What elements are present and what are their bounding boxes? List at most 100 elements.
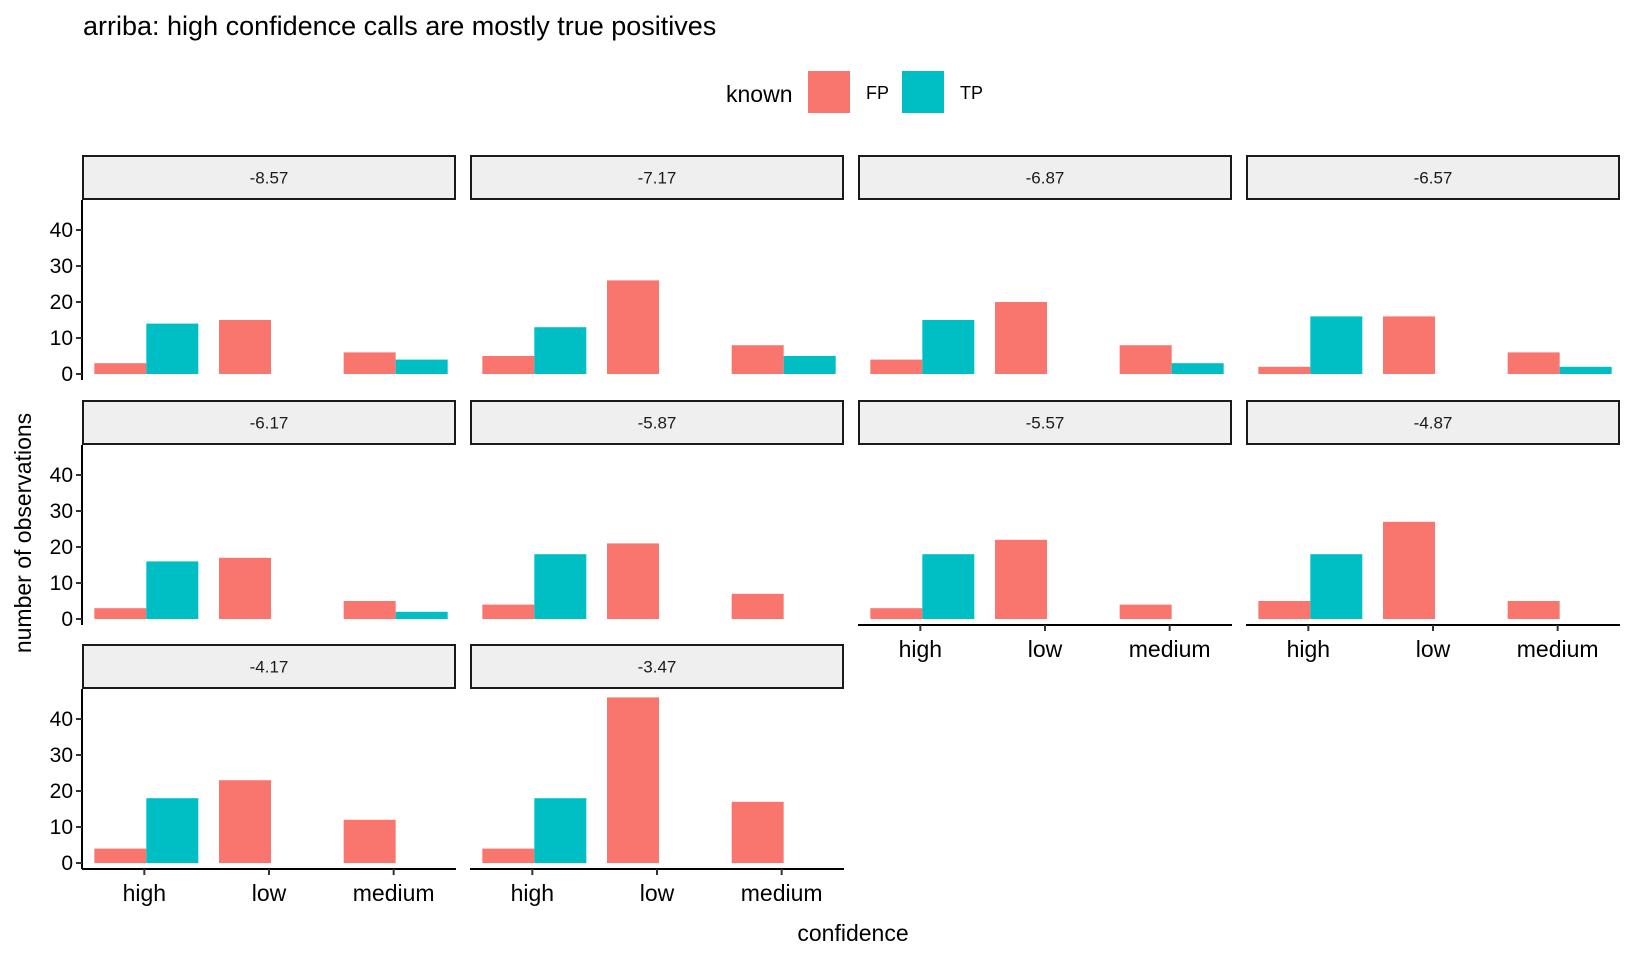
bar-tp-high — [146, 323, 199, 374]
legend: known FP TP — [726, 71, 983, 113]
facet-strip-label: -4.17 — [250, 658, 289, 677]
x-tick-label: low — [1028, 636, 1063, 662]
bar-tp-high — [534, 327, 587, 374]
bar-fp-high — [482, 604, 535, 619]
facet-panel: -6.17 0 10 20 30 40 — [50, 400, 456, 631]
bar-fp-medium — [1119, 345, 1172, 374]
facet-strip — [82, 644, 456, 689]
facet-panel: -4.87 high low medium — [1246, 400, 1620, 662]
bar-fp-high — [870, 359, 923, 374]
bar-fp-medium — [731, 345, 784, 374]
facet-panel: -4.17 0 10 20 30 40 high low medium — [50, 644, 456, 906]
y-tick-label: 30 — [50, 500, 73, 523]
bar-tp-high — [146, 798, 199, 863]
bar-fp-high — [94, 848, 147, 863]
bar-fp-high — [1258, 366, 1311, 374]
x-tick-label: low — [1416, 636, 1451, 662]
bar-tp-high — [146, 561, 199, 619]
bar-fp-high — [94, 608, 147, 619]
y-axis-title: number of observations — [10, 413, 36, 653]
x-tick-label: low — [640, 880, 675, 906]
y-tick-label: 20 — [50, 291, 73, 314]
x-tick-label: high — [511, 880, 554, 906]
facet-strip — [82, 400, 456, 445]
bar-fp-high — [482, 356, 535, 374]
bar-fp-high — [94, 363, 147, 374]
y-tick-label: 40 — [50, 219, 73, 242]
facet-panels: -8.57 0 10 20 30 40 -7.17 -6.87 -6.57 -6.17 0 10 20 3… — [50, 155, 1620, 906]
x-axis-title: confidence — [797, 920, 908, 946]
facet-panel: -6.57 — [1246, 155, 1620, 374]
bar-fp-medium — [343, 819, 396, 863]
bar-fp-low — [219, 320, 271, 374]
x-tick-label: low — [252, 880, 287, 906]
y-tick-label: 30 — [50, 744, 73, 767]
bar-tp-medium — [1171, 363, 1224, 374]
facet-strip-label: -7.17 — [638, 169, 677, 188]
facet-strip-label: -3.47 — [638, 658, 677, 677]
bar-tp-high — [922, 320, 975, 374]
y-tick-label: 10 — [50, 327, 73, 350]
facet-panel: -3.47 high low medium — [470, 644, 844, 906]
y-tick-label: 40 — [50, 708, 73, 731]
facet-strip-label: -6.87 — [1026, 169, 1065, 188]
bar-tp-high — [1310, 554, 1363, 619]
facet-strip-label: -8.57 — [250, 169, 289, 188]
bar-fp-low — [995, 302, 1047, 374]
bar-fp-medium — [731, 801, 784, 863]
facet-panel: -5.57 high low medium — [858, 400, 1232, 662]
x-tick-label: high — [123, 880, 166, 906]
y-tick-label: 0 — [61, 363, 73, 386]
bar-tp-high — [1310, 316, 1363, 374]
x-tick-label: medium — [1129, 636, 1211, 662]
bar-fp-low — [1383, 521, 1435, 619]
bar-tp-medium — [395, 611, 448, 619]
bar-fp-low — [995, 539, 1047, 619]
bar-tp-medium — [395, 359, 448, 374]
bar-tp-medium — [783, 356, 836, 374]
bar-fp-medium — [1507, 352, 1560, 374]
y-tick-label: 40 — [50, 464, 73, 487]
facet-strip-label: -5.57 — [1026, 414, 1065, 433]
bar-tp-high — [534, 798, 587, 863]
bar-fp-medium — [343, 352, 396, 374]
facet-strip — [1246, 155, 1620, 200]
y-tick-label: 10 — [50, 816, 73, 839]
facet-strip — [858, 155, 1232, 200]
chart-title: arriba: high confidence calls are mostly… — [83, 11, 716, 41]
legend-swatch-tp — [902, 71, 944, 113]
bar-fp-low — [607, 697, 659, 863]
facet-strip — [470, 644, 844, 689]
y-tick-label: 0 — [61, 608, 73, 631]
x-tick-label: high — [1287, 636, 1330, 662]
x-tick-label: medium — [1517, 636, 1599, 662]
facet-strip — [470, 400, 844, 445]
bar-fp-medium — [1507, 601, 1560, 619]
bar-fp-low — [607, 543, 659, 619]
facet-strip — [858, 400, 1232, 445]
bar-fp-low — [607, 280, 659, 374]
y-tick-label: 20 — [50, 536, 73, 559]
facet-strip-label: -4.87 — [1414, 414, 1453, 433]
facet-strip-label: -6.17 — [250, 414, 289, 433]
legend-swatch-fp — [808, 71, 850, 113]
bar-fp-high — [1258, 601, 1311, 619]
y-tick-label: 30 — [50, 255, 73, 278]
y-tick-label: 20 — [50, 780, 73, 803]
bar-fp-low — [219, 780, 271, 863]
x-tick-label: high — [899, 636, 942, 662]
bar-fp-medium — [343, 601, 396, 619]
bar-tp-high — [922, 554, 975, 619]
facet-strip-label: -6.57 — [1414, 169, 1453, 188]
facet-strip — [1246, 400, 1620, 445]
bar-fp-high — [870, 608, 923, 619]
bar-fp-low — [219, 557, 271, 619]
facet-panel: -6.87 — [858, 155, 1232, 374]
legend-title: known — [726, 81, 792, 107]
facet-strip-label: -5.87 — [638, 414, 677, 433]
facet-strip — [82, 155, 456, 200]
x-tick-label: medium — [741, 880, 823, 906]
bar-fp-medium — [1119, 604, 1172, 619]
